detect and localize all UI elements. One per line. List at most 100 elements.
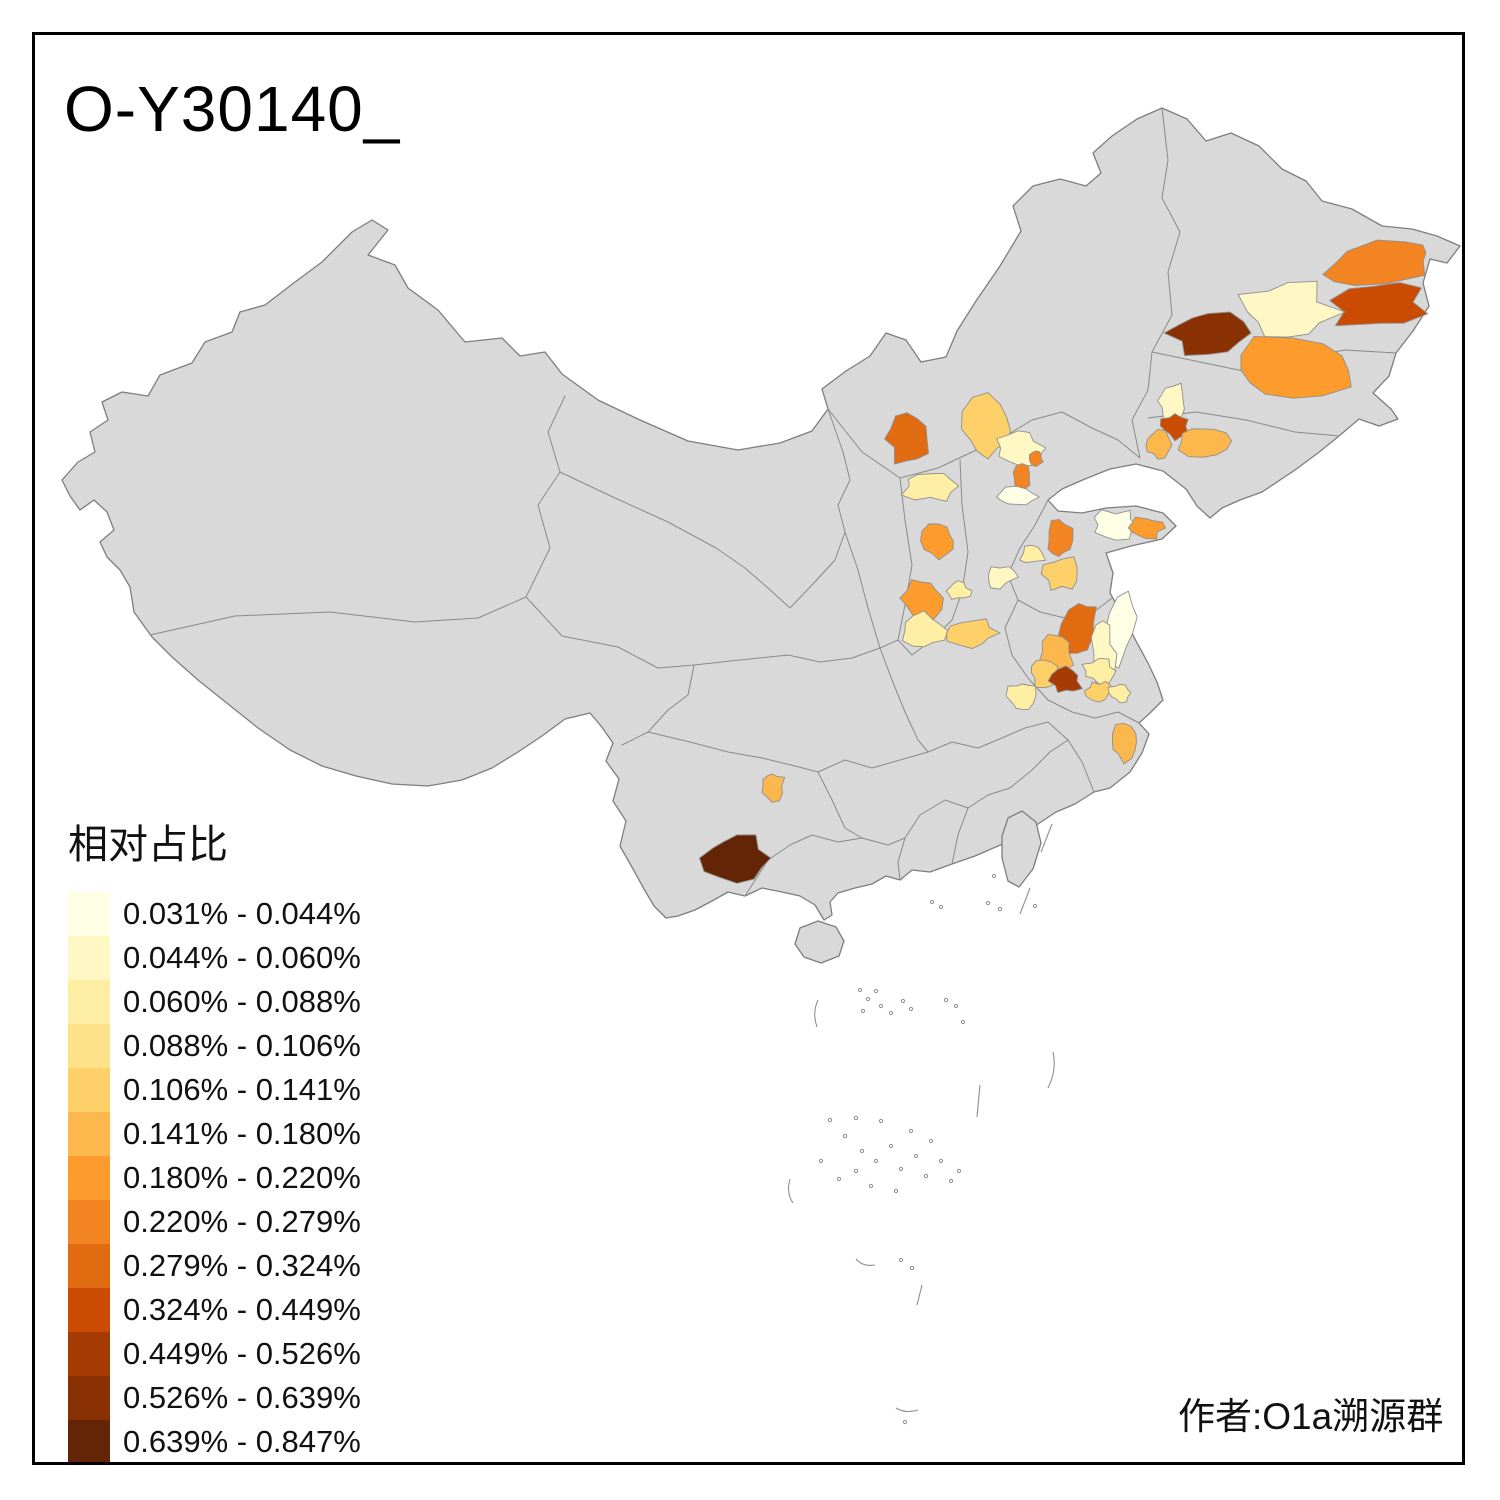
legend-swatch (68, 1244, 110, 1288)
islet-dot (860, 1008, 866, 1014)
legend-label: 0.449% - 0.526% (123, 1336, 361, 1371)
islet-dot (985, 900, 991, 906)
legend-label: 0.031% - 0.044% (123, 896, 361, 931)
map-region (1012, 463, 1031, 492)
legend-item: 0.639% - 0.847% (68, 1420, 361, 1464)
map-region (899, 579, 944, 620)
legend-swatch (68, 1024, 110, 1068)
map-region (1093, 509, 1139, 541)
legend-item: 0.324% - 0.449% (68, 1288, 361, 1332)
islet-arc (895, 1407, 919, 1413)
islet-arc (916, 1284, 923, 1306)
map-region (1018, 544, 1046, 564)
islet-arc (976, 1084, 981, 1118)
legend-item: 0.106% - 0.141% (68, 1068, 361, 1112)
islet-dot (888, 1143, 894, 1149)
attribution-text: 作者:O1a溯源群 (1178, 1396, 1444, 1437)
legend-item: 0.279% - 0.324% (68, 1244, 361, 1288)
legend-swatch (68, 1200, 110, 1244)
legend-items: 0.031% - 0.044% 0.044% - 0.060% 0.060% - 0… (68, 892, 361, 1464)
islet-dot (913, 1153, 919, 1159)
islet-arc (1019, 887, 1031, 915)
islet-dot (929, 899, 935, 905)
islet-arc (855, 1258, 876, 1266)
legend-label: 0.639% - 0.847% (123, 1424, 361, 1459)
map-region (1083, 680, 1112, 703)
legend-label: 0.220% - 0.279% (123, 1204, 361, 1239)
map-region (945, 580, 973, 600)
map-region (1111, 722, 1137, 765)
islet-dot (908, 1006, 914, 1012)
legend-swatch (68, 892, 110, 936)
map-region (1040, 556, 1078, 592)
legend-swatch (68, 1332, 110, 1376)
map-region (1127, 516, 1167, 540)
map-region (1047, 519, 1074, 558)
map-region (901, 610, 949, 648)
legend-item: 0.031% - 0.044% (68, 892, 361, 936)
legend-item: 0.044% - 0.060% (68, 936, 361, 980)
legend-swatch (68, 1376, 110, 1420)
map-region (1240, 335, 1352, 399)
islet-dot (948, 1178, 954, 1184)
islet-dot (857, 987, 863, 993)
mainland-outline (61, 107, 1461, 921)
map-region (988, 566, 1020, 590)
map-region (946, 618, 1001, 649)
islet-dot (853, 1115, 859, 1121)
legend-swatch (68, 1288, 110, 1332)
islet-dot (878, 1003, 884, 1009)
legend-item: 0.526% - 0.639% (68, 1376, 361, 1420)
islet-dot (902, 1419, 908, 1425)
islet-dot (900, 998, 906, 1004)
islet-dot (868, 1183, 874, 1189)
legend-label: 0.044% - 0.060% (123, 940, 361, 975)
legend-swatch (68, 936, 110, 980)
islet-arc (1040, 823, 1053, 853)
taiwan-island (1001, 810, 1042, 888)
islet-dot (956, 1168, 962, 1174)
islet-dot (842, 1133, 848, 1139)
islet-dot (938, 1158, 944, 1164)
islet-dot (960, 1019, 966, 1025)
islet-dot (853, 1168, 859, 1174)
islet-dot (827, 1117, 833, 1123)
province-borders (149, 107, 1397, 897)
map-region (1177, 428, 1233, 458)
islet-dot (888, 1010, 894, 1016)
map-region (900, 472, 960, 502)
islet-arc (1047, 1051, 1055, 1089)
map-region (1028, 450, 1044, 468)
colored-regions (698, 239, 1429, 884)
islet-dot (997, 906, 1003, 912)
legend-label: 0.324% - 0.449% (123, 1292, 361, 1327)
legend-title: 相对占比 (68, 823, 228, 867)
map-region (698, 834, 772, 884)
islet-dot (991, 873, 997, 879)
islet-arc (814, 999, 819, 1028)
islet-dot (878, 1118, 884, 1124)
hainan-island (794, 920, 845, 964)
legend-label: 0.180% - 0.220% (123, 1160, 361, 1195)
south-china-sea-islets (787, 823, 1055, 1425)
legend: 相对占比 0.031% - 0.044% 0.044% - 0.060% 0.060… (68, 812, 361, 1464)
legend-swatch (68, 980, 110, 1024)
legend-label: 0.141% - 0.180% (123, 1116, 361, 1151)
map-region (1322, 239, 1427, 286)
map-region (1237, 280, 1347, 338)
map-region (1047, 665, 1084, 694)
islet-dot (873, 988, 879, 994)
legend-label: 0.060% - 0.088% (123, 984, 361, 1019)
legend-item: 0.060% - 0.088% (68, 980, 361, 1024)
map-region (1107, 683, 1132, 704)
islet-dot (923, 1173, 929, 1179)
legend-label: 0.088% - 0.106% (123, 1028, 361, 1063)
islet-dot (873, 1158, 879, 1164)
legend-label: 0.279% - 0.324% (123, 1248, 361, 1283)
legend-swatch (68, 1068, 110, 1112)
legend-item: 0.449% - 0.526% (68, 1332, 361, 1376)
islet-dot (865, 996, 871, 1002)
legend-item: 0.088% - 0.106% (68, 1024, 361, 1068)
